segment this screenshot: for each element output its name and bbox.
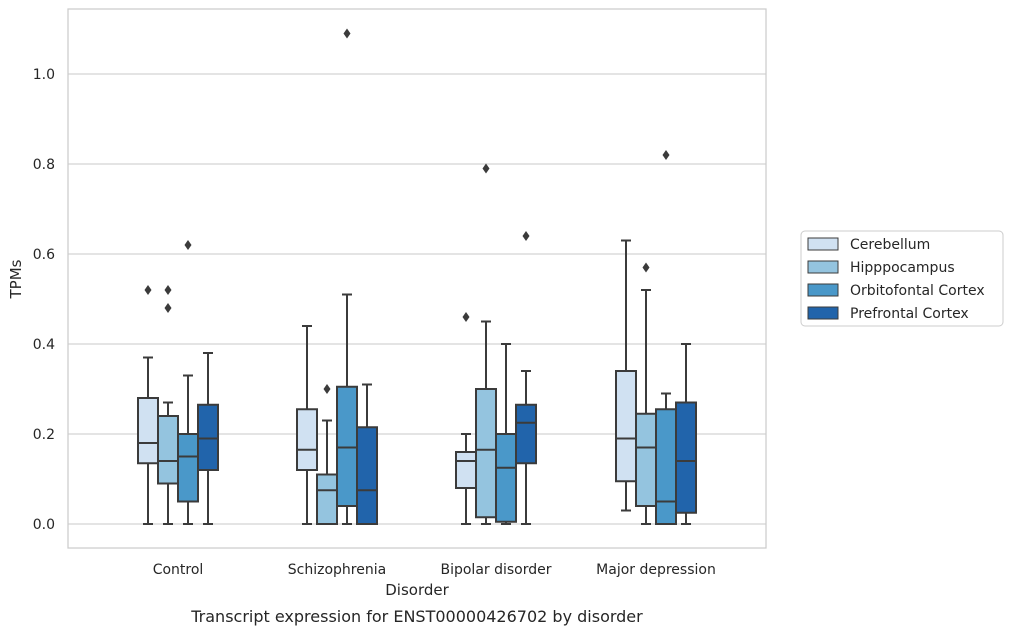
box-body	[336, 385, 358, 507]
box-3-3	[675, 343, 697, 525]
outlier-marker	[144, 285, 152, 295]
y-tick-label: 0.8	[33, 157, 55, 173]
outlier-marker	[642, 262, 650, 273]
box-groups	[137, 28, 697, 525]
box-body	[197, 403, 219, 471]
outlier-marker	[164, 285, 172, 295]
box-3-1	[635, 262, 657, 525]
box-2-3	[515, 231, 537, 525]
y-tick-labels: 0.0 0.2 0.4 0.6 0.8 1.0	[33, 67, 55, 533]
y-tick-label: 0.6	[33, 247, 55, 263]
outlier-marker	[662, 150, 670, 160]
y-tick-label: 0.2	[33, 427, 55, 443]
outlier-marker	[323, 384, 331, 394]
box-1-2	[336, 28, 358, 525]
box-2-0	[455, 312, 477, 525]
x-tick-labels: Control Schizophrenia Bipolar disorder Majo…	[153, 562, 716, 578]
legend-swatch	[807, 237, 839, 251]
box-0-1	[157, 285, 179, 525]
box-2-1	[475, 163, 497, 525]
plot-frame	[67, 8, 767, 549]
x-axis-label: Disorder	[385, 581, 449, 599]
box-0-0	[137, 285, 159, 525]
outlier-marker	[522, 231, 530, 241]
chart-caption: Transcript expression for ENST0000042670…	[190, 607, 643, 626]
box-body	[157, 415, 179, 485]
x-tick-label: Bipolar disorder	[440, 562, 551, 578]
x-tick-label: Control	[153, 562, 204, 578]
box-body	[495, 433, 517, 523]
box-0-2	[177, 240, 199, 525]
box-body	[455, 451, 477, 489]
legend-swatch	[807, 260, 839, 274]
y-tick-label: 0.4	[33, 337, 55, 353]
legend: Cerebellum Hipppocampus Orbitofontal Corte…	[800, 230, 1004, 327]
box-1-0	[296, 325, 318, 525]
legend-label: Orbitofontal Cortex	[850, 283, 985, 299]
box-1-3	[356, 383, 378, 525]
x-tick-label: Major depression	[596, 562, 716, 578]
legend-label: Prefrontal Cortex	[850, 306, 969, 322]
box-body	[615, 370, 637, 483]
box-body	[675, 401, 697, 514]
y-tick-label: 1.0	[33, 67, 55, 83]
legend-swatch	[807, 283, 839, 297]
box-3-2	[655, 150, 677, 525]
outlier-marker	[462, 312, 470, 322]
box-body	[177, 433, 199, 503]
box-body	[137, 397, 159, 465]
legend-swatch	[807, 306, 839, 320]
box-body	[635, 412, 657, 507]
box-body	[515, 403, 537, 465]
box-body	[316, 473, 338, 525]
outlier-marker	[343, 28, 351, 39]
box-0-3	[197, 352, 219, 525]
outlier-marker	[482, 163, 490, 174]
box-body	[655, 408, 677, 525]
box-body	[296, 408, 318, 471]
outlier-marker	[164, 303, 172, 313]
box-body	[475, 388, 497, 519]
box-1-1	[316, 384, 338, 525]
box-body	[356, 426, 378, 525]
x-tick-label: Schizophrenia	[288, 562, 386, 578]
box-3-0	[615, 239, 637, 512]
y-axis-label: TPMs	[7, 259, 25, 299]
y-tick-label: 0.0	[33, 517, 55, 533]
box-2-2	[495, 343, 517, 525]
legend-frame	[800, 230, 1004, 327]
legend-label: Hipppocampus	[850, 260, 955, 276]
legend-label: Cerebellum	[850, 237, 930, 253]
outlier-marker	[184, 240, 192, 250]
